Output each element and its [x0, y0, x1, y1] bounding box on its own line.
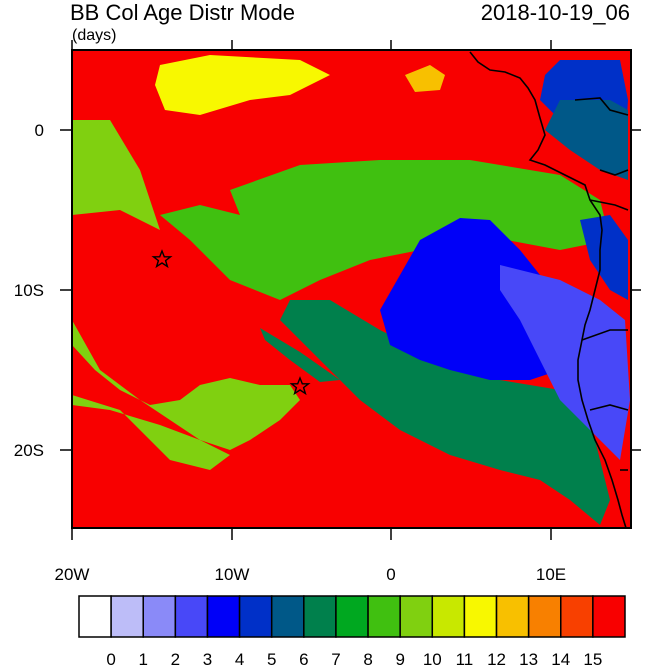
colorbar-swatch — [270, 595, 305, 638]
colorbar-label: 15 — [583, 650, 602, 667]
y-tick-label: 10S — [14, 281, 44, 300]
star-markers — [151, 249, 311, 396]
x-tick-label: 0 — [386, 565, 395, 584]
star-marker-1 — [151, 249, 173, 269]
colorbar-label: 6 — [299, 650, 308, 667]
colorbar-swatch — [174, 595, 209, 638]
field-age-10-southwest — [72, 395, 230, 470]
field-age-6-east — [545, 100, 628, 180]
x-tick-label: 10W — [215, 565, 250, 584]
colorbar-swatch — [463, 595, 498, 638]
colorbar-swatch — [367, 595, 401, 638]
field-age-10-west — [72, 120, 160, 230]
colorbar-swatch — [142, 595, 177, 638]
colorbar-swatch — [206, 595, 241, 638]
map-frame — [71, 49, 632, 529]
colorbar-label: 13 — [519, 650, 538, 667]
x-axis: 20W 10W 0 10E — [55, 40, 566, 584]
colorbar-label: 7 — [331, 650, 340, 667]
colorbar-label: 5 — [267, 650, 276, 667]
colorbar-swatch — [431, 595, 466, 638]
field-age-7-streak — [260, 328, 340, 382]
colorbar-label: 0 — [106, 650, 115, 667]
colorbar-swatch — [303, 595, 337, 638]
colorbar-swatch — [592, 595, 626, 638]
colorbar-label: 9 — [395, 650, 404, 667]
map-title: BB Col Age Distr Mode — [70, 0, 295, 25]
map-field — [72, 50, 631, 528]
colorbar-label: 1 — [139, 650, 148, 667]
map-datetime: 2018-10-19_06 — [480, 0, 630, 25]
colorbar-swatch — [527, 595, 562, 638]
x-tick-label: 20W — [55, 565, 90, 584]
y-tick-label: 0 — [35, 121, 44, 140]
field-age-10-south — [72, 320, 300, 450]
colorbar-swatch — [495, 595, 530, 638]
y-axis: 0 10S 20S — [14, 121, 641, 460]
field-age-9-band — [160, 160, 610, 300]
colorbar: 0 1 2 3 4 5 6 7 8 9 10 11 12 13 14 15 — [78, 595, 626, 667]
colorbar-label: 4 — [235, 650, 244, 667]
field-age-12-north — [155, 55, 330, 115]
colorbar-label: 2 — [171, 650, 180, 667]
colorbar-label: 10 — [423, 650, 442, 667]
units-label: (days) — [72, 27, 117, 44]
colorbar-swatch — [560, 595, 594, 638]
field-age-3-plume — [500, 265, 630, 460]
field-age-13-patch — [405, 65, 445, 92]
field-age-5-southeast — [580, 215, 628, 300]
colorbar-label: 11 — [456, 650, 474, 667]
colorbar-label: 12 — [487, 650, 506, 667]
colorbar-swatch — [399, 595, 434, 638]
field-age-7-plume — [280, 300, 610, 525]
x-tick-label: 10E — [536, 565, 566, 584]
colorbar-swatch — [78, 595, 112, 638]
coastline — [469, 51, 629, 528]
y-tick-label: 20S — [14, 441, 44, 460]
colorbar-swatch — [335, 595, 369, 638]
star-marker-2 — [289, 376, 311, 396]
colorbar-swatch — [110, 595, 144, 638]
colorbar-swatch — [238, 595, 273, 638]
colorbar-label: 8 — [363, 650, 372, 667]
colorbar-label: 14 — [551, 650, 570, 667]
colorbar-label: 3 — [203, 650, 212, 667]
